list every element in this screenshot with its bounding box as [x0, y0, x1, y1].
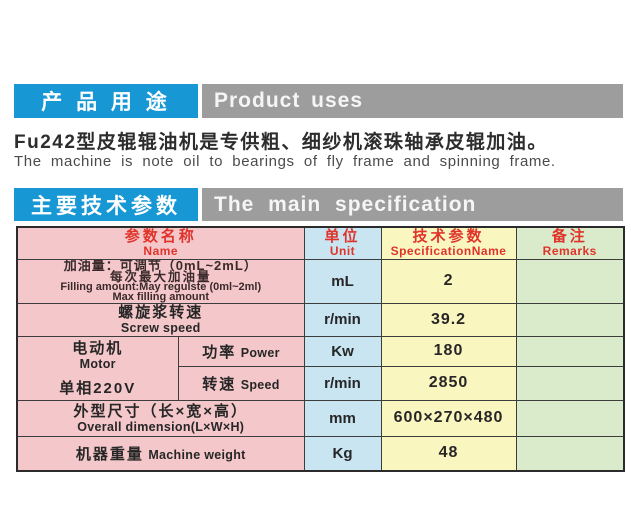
section-title-zh-text: 产 品 用 途 [41, 91, 171, 114]
filling-amount-en-line1: Filling amount:May regulste (0ml~2ml) [60, 280, 262, 293]
motor-zh: 电动机 [72, 339, 124, 357]
section-title-en-text: The main specification [214, 192, 477, 216]
motor-phase: 单相220V [59, 379, 137, 397]
motor-speed-label-en: Speed [240, 377, 280, 392]
motor-name-cell: 电动机 Motor 单相220V [16, 335, 179, 401]
specification-table: 参数名称 Name 单位 Unit 技术参数 SpecificationName… [16, 226, 626, 472]
intro-line-en: The machine is note oil to bearings of f… [14, 153, 556, 170]
weight-label-en: Machine weight [148, 447, 246, 462]
screw-speed-remarks [515, 302, 625, 337]
motor-speed-remarks [515, 365, 625, 401]
intro-line-zh: Fu242型皮辊辊油机是专供粗、细纱机滚珠轴承皮辊加油。 [14, 132, 548, 153]
filling-amount-value: 2 [380, 258, 517, 304]
column-header-spec-en: SpecificationName [390, 243, 507, 258]
table-row-dimension: 外型尺寸（长×宽×高） Overall dimension(L×W×H) mm … [16, 399, 625, 437]
filling-amount-unit: mL [303, 258, 382, 304]
table-header-row: 参数名称 Name 单位 Unit 技术参数 SpecificationName… [16, 226, 625, 260]
screw-speed-unit: r/min [303, 302, 382, 337]
column-header-spec: 技术参数 SpecificationName [380, 226, 517, 260]
column-header-spec-zh: 技术参数 [412, 227, 485, 245]
weight-value: 48 [380, 435, 517, 472]
dimension-value: 600×270×480 [380, 399, 517, 437]
dimension-unit: mm [303, 399, 382, 437]
screw-speed-value: 39.2 [380, 302, 517, 337]
column-header-remarks: 备注 Remarks [515, 226, 625, 260]
screw-speed-name-cell: 螺旋浆转速 Screw speed [16, 302, 305, 337]
filling-amount-zh-line1: 加油量：可调节（0mL~2mL） [63, 259, 258, 273]
weight-label-zh: 机器重量 [75, 445, 144, 463]
column-header-name-zh: 参数名称 [124, 227, 197, 245]
dimension-remarks [515, 399, 625, 437]
motor-speed-label-cell: 转速 Speed [177, 365, 305, 401]
table-row-filling-amount: 加油量：可调节（0mL~2mL） 每次最大加油量 Filling amount:… [16, 258, 625, 304]
motor-speed-label-zh: 转速 [202, 375, 237, 393]
weight-name-cell: 机器重量 Machine weight [16, 435, 305, 472]
motor-power-label-en: Power [240, 345, 280, 360]
section-title-product-uses-en: Product uses [202, 84, 623, 118]
table-row-motor-speed: 转速 Speed r/min 2850 [17, 365, 625, 401]
section-title-main-specification-en: The main specification [202, 188, 623, 221]
column-header-remarks-en: Remarks [542, 243, 597, 258]
filling-amount-zh-line2: 每次最大加油量 [110, 269, 212, 284]
weight-unit: Kg [303, 435, 382, 472]
filling-amount-en-line2: Max filling amount [112, 291, 210, 303]
column-header-name-en: Name [143, 243, 179, 258]
column-header-name: 参数名称 Name [16, 226, 305, 260]
filling-amount-remarks [515, 258, 625, 304]
dimension-name-cell: 外型尺寸（长×宽×高） Overall dimension(L×W×H) [16, 399, 305, 437]
motor-power-remarks [515, 335, 625, 367]
table-row-weight: 机器重量 Machine weight Kg 48 [16, 435, 625, 472]
filling-amount-name-cell: 加油量：可调节（0mL~2mL） 每次最大加油量 Filling amount:… [16, 258, 305, 304]
dimension-en: Overall dimension(L×W×H) [77, 419, 245, 434]
section-title-en-text: Product uses [214, 89, 364, 112]
motor-power-label-cell: 功率 Power [177, 335, 305, 367]
motor-power-label-zh: 功率 [202, 343, 237, 361]
section-title-product-uses-zh: 产 品 用 途 [14, 84, 198, 118]
column-header-remarks-zh: 备注 [551, 227, 588, 245]
column-header-unit-en: Unit [329, 243, 356, 258]
motor-speed-value: 2850 [380, 365, 517, 401]
motor-power-value: 180 [380, 335, 517, 367]
table-row-screw-speed: 螺旋浆转速 Screw speed r/min 39.2 [16, 302, 625, 337]
column-header-unit: 单位 Unit [303, 226, 382, 260]
weight-remarks [515, 435, 625, 472]
section-title-main-specification-zh: 主要技术参数 [14, 188, 198, 221]
table-row-motor-power: 电动机 Motor 单相220V 功率 Power Kw 180 [16, 335, 625, 401]
dimension-zh: 外型尺寸（长×宽×高） [73, 402, 249, 420]
motor-power-unit: Kw [303, 335, 382, 367]
motor-speed-unit: r/min [303, 365, 382, 401]
screw-speed-zh: 螺旋浆转速 [118, 304, 204, 321]
motor-en: Motor [79, 356, 116, 371]
section-title-zh-text: 主要技术参数 [31, 194, 181, 218]
column-header-unit-zh: 单位 [324, 227, 361, 245]
screw-speed-en: Screw speed [120, 321, 201, 335]
